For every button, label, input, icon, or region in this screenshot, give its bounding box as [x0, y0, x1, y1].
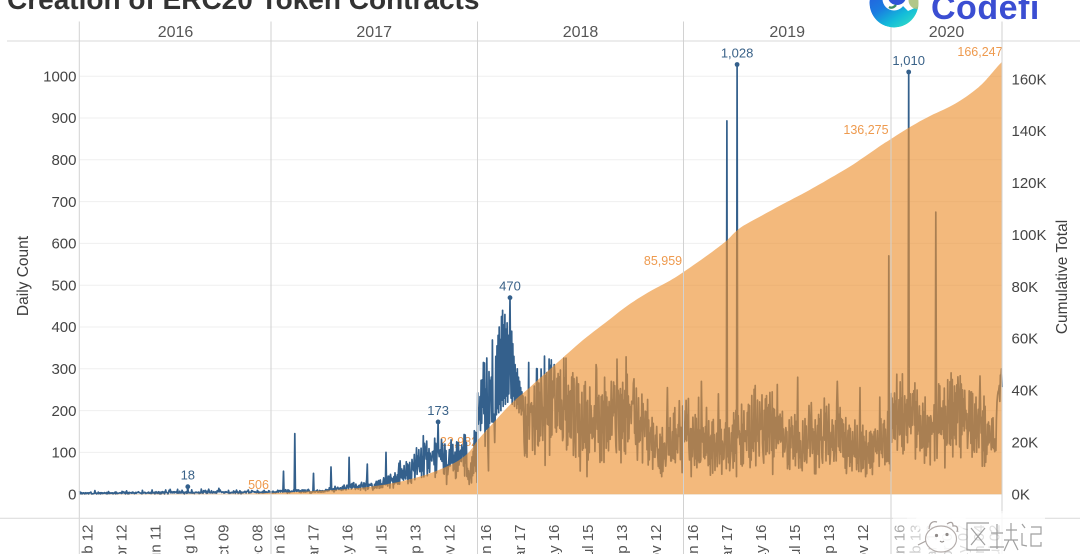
svg-text:2018: 2018 [563, 24, 599, 41]
svg-text:140K: 140K [1012, 123, 1047, 140]
svg-text:May 16: May 16 [546, 525, 563, 554]
svg-text:Codefi: Codefi [931, 0, 1040, 27]
svg-text:Jul 15: Jul 15 [580, 525, 597, 554]
svg-text:2016: 2016 [158, 24, 194, 41]
svg-text:1,028: 1,028 [721, 46, 754, 61]
svg-text:22,982: 22,982 [440, 435, 478, 449]
svg-text:300: 300 [51, 361, 76, 378]
svg-text:Nov 12: Nov 12 [648, 525, 665, 554]
svg-text:2019: 2019 [769, 24, 805, 41]
svg-text:May 16: May 16 [340, 525, 357, 554]
svg-text:Jan 16: Jan 16 [685, 525, 702, 554]
svg-text:Mar 17: Mar 17 [512, 525, 529, 554]
svg-text:100: 100 [51, 445, 76, 462]
svg-text:20K: 20K [1012, 435, 1039, 452]
svg-text:0K: 0K [1012, 486, 1030, 503]
svg-text:Sep 13: Sep 13 [821, 525, 838, 554]
svg-text:Jul 15: Jul 15 [373, 525, 390, 554]
svg-text:Feb 12: Feb 12 [80, 525, 97, 554]
svg-text:Mar 17: Mar 17 [306, 525, 323, 554]
svg-text:136,275: 136,275 [843, 123, 888, 137]
svg-text:500: 500 [51, 277, 76, 294]
svg-text:Mar 17: Mar 17 [719, 525, 736, 554]
svg-text:80K: 80K [1012, 279, 1039, 296]
svg-text:Oct 09: Oct 09 [215, 525, 232, 554]
svg-text:Creation of ERC20 Token Contra: Creation of ERC20 Token Contracts [7, 0, 479, 15]
svg-text:18: 18 [181, 468, 195, 483]
svg-text:600: 600 [51, 236, 76, 253]
svg-text:Jan 16: Jan 16 [272, 525, 289, 554]
svg-text:200: 200 [51, 403, 76, 420]
svg-text:1000: 1000 [43, 68, 76, 85]
svg-text:40K: 40K [1012, 383, 1039, 400]
svg-text:470: 470 [499, 279, 521, 294]
svg-text:Dec 08: Dec 08 [249, 525, 266, 554]
svg-text:700: 700 [51, 194, 76, 211]
svg-text:Nov 12: Nov 12 [441, 525, 458, 554]
svg-text:173: 173 [427, 403, 449, 418]
svg-text:Jan 16: Jan 16 [478, 525, 495, 554]
svg-text:60K: 60K [1012, 331, 1039, 348]
svg-text:May 16: May 16 [753, 525, 770, 554]
svg-text:Sep 13: Sep 13 [407, 525, 424, 554]
svg-text:100K: 100K [1012, 227, 1047, 244]
svg-text:Daily Count: Daily Count [15, 235, 32, 316]
svg-text:Jun 11: Jun 11 [148, 525, 165, 554]
svg-text:Aug 10: Aug 10 [182, 525, 199, 554]
svg-text:2020: 2020 [929, 24, 965, 41]
svg-text:0: 0 [68, 486, 76, 503]
svg-text:Jul 15: Jul 15 [787, 525, 804, 554]
svg-text:Apr 12: Apr 12 [114, 525, 131, 554]
svg-text:400: 400 [51, 319, 76, 336]
svg-text:160K: 160K [1012, 71, 1047, 88]
svg-text:85,959: 85,959 [644, 254, 682, 268]
svg-text:900: 900 [51, 110, 76, 127]
svg-text:Nov 12: Nov 12 [855, 525, 872, 554]
svg-text:Sep 13: Sep 13 [614, 525, 631, 554]
svg-text:2017: 2017 [356, 24, 392, 41]
svg-text:506: 506 [248, 478, 269, 492]
svg-text:120K: 120K [1012, 175, 1047, 192]
svg-text:166,247: 166,247 [957, 45, 1002, 59]
svg-text:1,010: 1,010 [892, 53, 925, 68]
svg-text:800: 800 [51, 152, 76, 169]
svg-text:Cumulative Total: Cumulative Total [1054, 220, 1071, 334]
